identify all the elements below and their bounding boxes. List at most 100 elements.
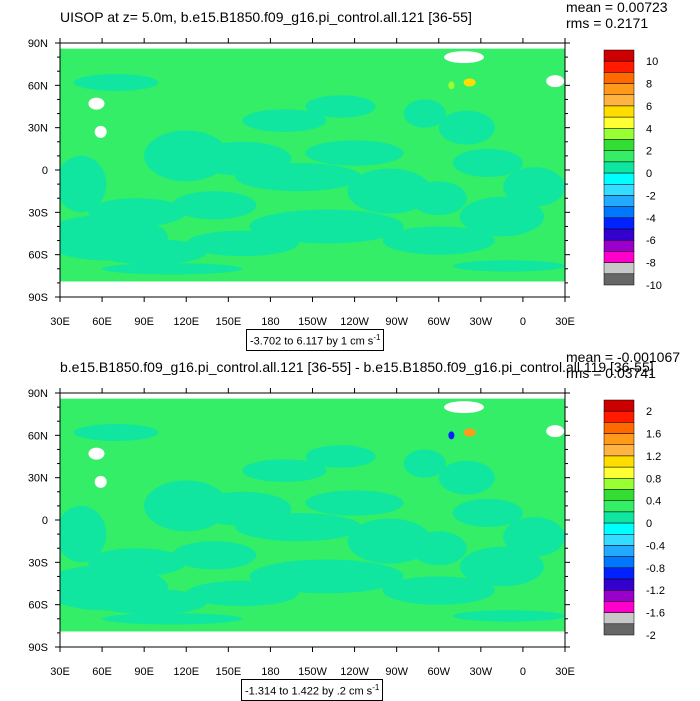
x-tick-label: 120W [340, 316, 369, 328]
panel2-title: b.e15.B1850.f09_g16.pi_control.all.121 [… [60, 359, 654, 375]
y-tick-label: 90N [28, 38, 48, 50]
y-tick-label: 30N [28, 123, 48, 135]
colorbar-box [603, 94, 635, 107]
field-patch [347, 168, 432, 214]
colorbar-box [603, 489, 635, 501]
missing-gulf [94, 125, 107, 138]
colorbar-box [603, 466, 635, 479]
colorbar-label: 10 [646, 56, 658, 68]
missing-baltic [546, 425, 565, 438]
colorbar-box [603, 545, 635, 557]
y-tick-label: 0 [42, 165, 48, 177]
x-tick-label: 30W [470, 316, 493, 328]
anomaly-warm [463, 428, 476, 437]
y-tick-label: 0 [42, 515, 48, 527]
field-patch [438, 110, 495, 145]
colorbar-label: -1.6 [646, 608, 665, 620]
field-patch [305, 490, 404, 516]
colorbar-label: 0 [646, 518, 652, 530]
missing-baltic [546, 75, 565, 88]
panel-1: UISOP at z= 5.0m, b.e15.B1850.f09_g16.pi… [28, 9, 662, 328]
field-patch [88, 548, 187, 577]
colorbar-box [603, 150, 635, 163]
anomaly-cold [448, 81, 455, 90]
anomaly-cold [448, 431, 455, 440]
x-tick-label: 90W [385, 666, 408, 678]
field-patch [60, 505, 107, 563]
x-tick-label: 30E [555, 316, 575, 328]
x-tick-label: 180 [261, 316, 279, 328]
field-patch [305, 95, 376, 118]
panel1-range-note: -3.702 to 6.117 by 1 cm s-1 [246, 329, 385, 351]
panel2-map [60, 393, 565, 647]
colorbar-box [603, 601, 635, 613]
field-patch [438, 460, 495, 495]
colorbar-box [603, 172, 635, 185]
field-patch [95, 589, 208, 615]
colorbar-box [603, 206, 635, 219]
field-patch [242, 109, 327, 132]
y-tick-label: 60N [28, 80, 48, 92]
colorbar-label: 2 [646, 406, 652, 418]
colorbar-label: 6 [646, 101, 652, 113]
colorbar-box [603, 410, 635, 423]
y-tick-label: 30N [28, 473, 48, 485]
panel2-range-note: -1.314 to 1.422 by .2 cm s-1 [241, 679, 384, 701]
y-tick-label: 30S [28, 557, 48, 569]
field-patch [452, 148, 523, 178]
colorbar-box [603, 262, 635, 275]
colorbar-box [603, 139, 635, 151]
colorbar-label: -0.8 [646, 563, 665, 575]
colorbar-label: -8 [646, 258, 656, 270]
field-patch [305, 445, 376, 468]
panel1-title: UISOP at z= 5.0m, b.e15.B1850.f09_g16.pi… [60, 9, 472, 25]
colorbar-label: 2 [646, 146, 652, 158]
colorbar-label: -2 [646, 630, 656, 642]
colorbar-box [603, 612, 635, 625]
field-patch [347, 518, 432, 564]
field-patch [60, 155, 107, 213]
x-tick-label: 90E [134, 316, 154, 328]
colorbar-box [603, 522, 635, 535]
colorbar-label: 1.2 [646, 451, 661, 463]
colorbar-box [603, 239, 635, 252]
colorbar-box [603, 217, 635, 230]
missing-gulf [94, 475, 107, 488]
field-patch [459, 196, 544, 237]
missing-caspian [88, 447, 105, 460]
x-tick-label: 90W [385, 316, 408, 328]
field-patch [382, 576, 495, 605]
colorbar-box [603, 273, 635, 286]
x-tick-label: 150E [215, 316, 241, 328]
colorbar-label: -1.2 [646, 585, 665, 597]
y-tick-label: 90S [28, 642, 48, 654]
field-patch [410, 531, 467, 566]
y-tick-label: 60S [28, 600, 48, 612]
missing-arctic [444, 51, 484, 64]
field-patch [382, 226, 495, 255]
colorbar-box [603, 455, 635, 468]
colorbar-box [603, 578, 635, 591]
x-tick-label: 150W [298, 316, 327, 328]
field-patch [452, 498, 523, 528]
x-tick-label: 120E [173, 666, 199, 678]
panel1-map [60, 43, 565, 297]
field-patch [242, 459, 327, 482]
field-patch [102, 263, 243, 275]
colorbar-box [603, 399, 635, 412]
x-tick-label: 30E [555, 666, 575, 678]
colorbar-box [603, 49, 635, 62]
y-tick-label: 60N [28, 430, 48, 442]
field-patch [102, 613, 243, 625]
field-patch [249, 209, 404, 244]
colorbar-box [603, 251, 635, 263]
colorbar-label: -6 [646, 235, 656, 247]
panel1-mean: mean = 0.00723 [566, 0, 668, 15]
x-tick-label: 150E [215, 666, 241, 678]
field-patch [172, 191, 257, 220]
x-tick-label: 120W [340, 666, 369, 678]
colorbar-label: -0.4 [646, 540, 665, 552]
x-tick-label: 0 [520, 316, 526, 328]
panel1-range-sup: -1 [373, 333, 381, 342]
